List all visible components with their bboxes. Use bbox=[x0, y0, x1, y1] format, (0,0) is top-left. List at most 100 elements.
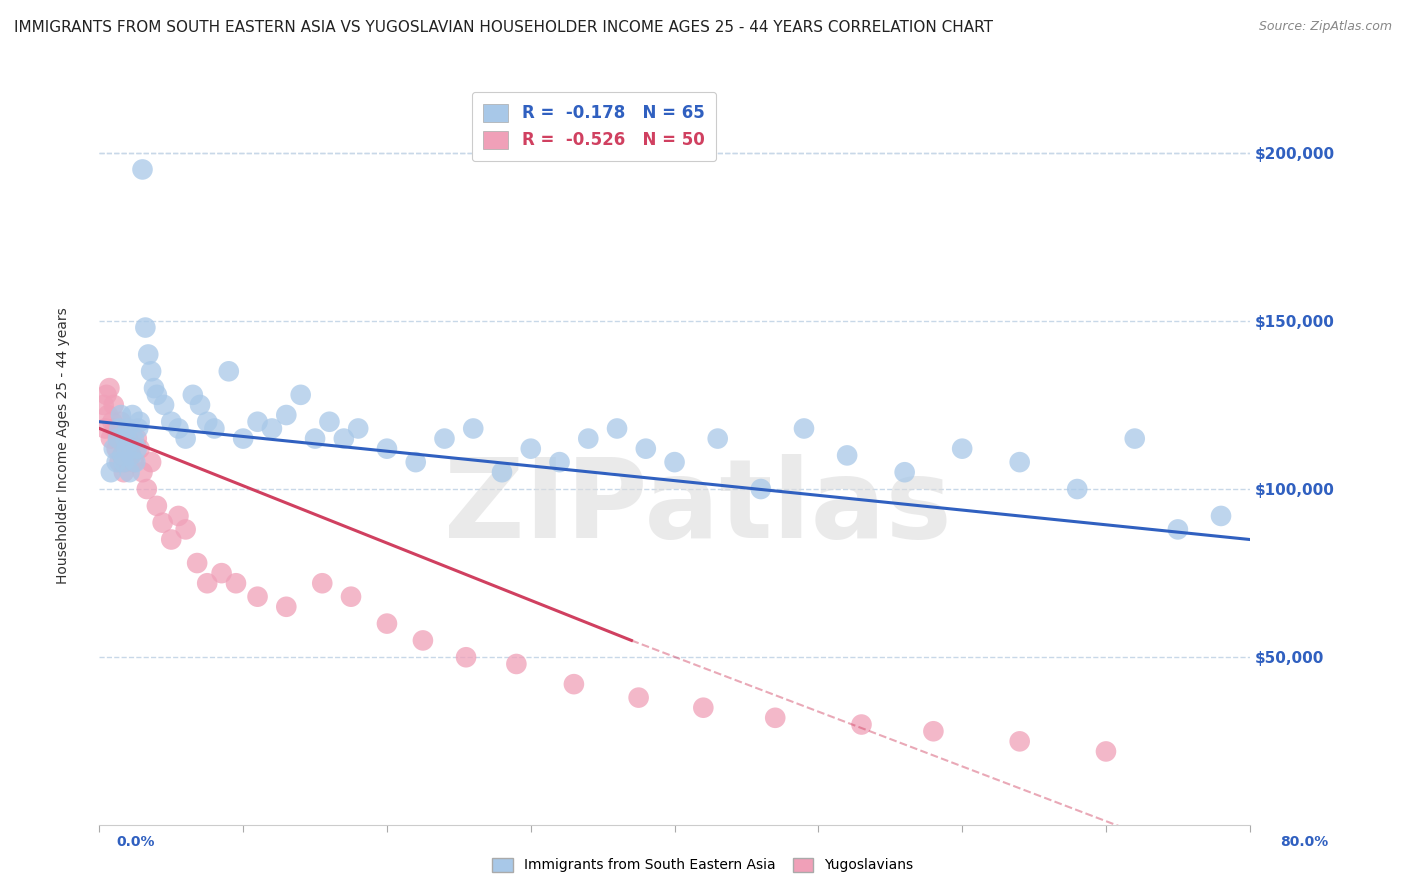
Point bbox=[103, 398, 125, 412]
Point bbox=[128, 415, 150, 429]
Point bbox=[692, 700, 714, 714]
Point bbox=[104, 421, 127, 435]
Point bbox=[576, 432, 599, 446]
Point bbox=[110, 415, 132, 429]
Legend: R =  -0.178   N = 65, R =  -0.526   N = 50: R = -0.178 N = 65, R = -0.526 N = 50 bbox=[472, 92, 716, 161]
Point bbox=[276, 599, 298, 614]
Point bbox=[135, 482, 157, 496]
Point bbox=[1066, 482, 1088, 496]
Point bbox=[304, 432, 326, 446]
Point bbox=[112, 465, 135, 479]
Point bbox=[232, 432, 254, 446]
Point bbox=[218, 364, 240, 378]
Point bbox=[188, 398, 211, 412]
Point bbox=[562, 677, 585, 691]
Text: Source: ZipAtlas.com: Source: ZipAtlas.com bbox=[1258, 20, 1392, 33]
Point bbox=[749, 482, 772, 496]
Point bbox=[893, 465, 915, 479]
Point bbox=[634, 442, 657, 456]
Point bbox=[246, 590, 269, 604]
Point bbox=[122, 455, 145, 469]
Point bbox=[463, 421, 485, 435]
Point bbox=[195, 576, 218, 591]
Point bbox=[94, 421, 117, 435]
Point bbox=[97, 408, 120, 422]
Point bbox=[405, 455, 427, 469]
Point bbox=[112, 455, 135, 469]
Point bbox=[143, 381, 166, 395]
Point bbox=[105, 442, 128, 456]
Point bbox=[260, 421, 283, 435]
Point bbox=[108, 421, 131, 435]
Point bbox=[115, 442, 138, 456]
Point bbox=[318, 415, 340, 429]
Point bbox=[1123, 432, 1146, 446]
Point bbox=[276, 408, 298, 422]
Point bbox=[134, 320, 156, 334]
Point bbox=[139, 455, 162, 469]
Text: Householder Income Ages 25 - 44 years: Householder Income Ages 25 - 44 years bbox=[56, 308, 70, 584]
Point bbox=[1008, 455, 1031, 469]
Point bbox=[1167, 523, 1189, 537]
Point bbox=[136, 347, 159, 361]
Point bbox=[311, 576, 333, 591]
Point bbox=[114, 432, 136, 446]
Point bbox=[96, 388, 118, 402]
Point bbox=[107, 432, 129, 446]
Point bbox=[120, 449, 142, 463]
Point bbox=[160, 415, 183, 429]
Point bbox=[664, 455, 686, 469]
Point bbox=[146, 388, 169, 402]
Point bbox=[340, 590, 363, 604]
Point bbox=[167, 508, 190, 523]
Point bbox=[108, 455, 131, 469]
Point bbox=[101, 415, 124, 429]
Point bbox=[117, 421, 139, 435]
Point bbox=[111, 449, 134, 463]
Point bbox=[114, 455, 136, 469]
Point bbox=[105, 455, 128, 469]
Point bbox=[100, 465, 122, 479]
Point bbox=[103, 442, 125, 456]
Point bbox=[107, 432, 129, 446]
Point bbox=[627, 690, 650, 705]
Point bbox=[793, 421, 815, 435]
Text: 80.0%: 80.0% bbox=[1281, 835, 1329, 849]
Text: ZIPatlas: ZIPatlas bbox=[444, 454, 952, 561]
Point bbox=[851, 717, 873, 731]
Point bbox=[124, 455, 146, 469]
Point bbox=[922, 724, 945, 739]
Point bbox=[290, 388, 312, 402]
Point bbox=[122, 432, 145, 446]
Point bbox=[412, 633, 434, 648]
Point bbox=[127, 421, 149, 435]
Point bbox=[118, 465, 141, 479]
Point bbox=[1209, 508, 1232, 523]
Point bbox=[491, 465, 513, 479]
Point bbox=[128, 442, 150, 456]
Point bbox=[505, 657, 527, 671]
Point bbox=[152, 516, 174, 530]
Point bbox=[548, 455, 571, 469]
Point bbox=[139, 364, 162, 378]
Point bbox=[98, 381, 121, 395]
Point bbox=[606, 421, 628, 435]
Point bbox=[131, 162, 153, 177]
Point bbox=[202, 421, 225, 435]
Point bbox=[837, 449, 859, 463]
Point bbox=[167, 421, 190, 435]
Point bbox=[181, 388, 204, 402]
Point bbox=[454, 650, 477, 665]
Point bbox=[211, 566, 233, 581]
Point bbox=[225, 576, 247, 591]
Point bbox=[121, 408, 143, 422]
Point bbox=[174, 523, 197, 537]
Point bbox=[174, 432, 197, 446]
Point bbox=[433, 432, 456, 446]
Point bbox=[246, 415, 269, 429]
Point bbox=[93, 398, 115, 412]
Point bbox=[195, 415, 218, 429]
Point bbox=[186, 556, 208, 570]
Point bbox=[100, 432, 122, 446]
Point bbox=[333, 432, 356, 446]
